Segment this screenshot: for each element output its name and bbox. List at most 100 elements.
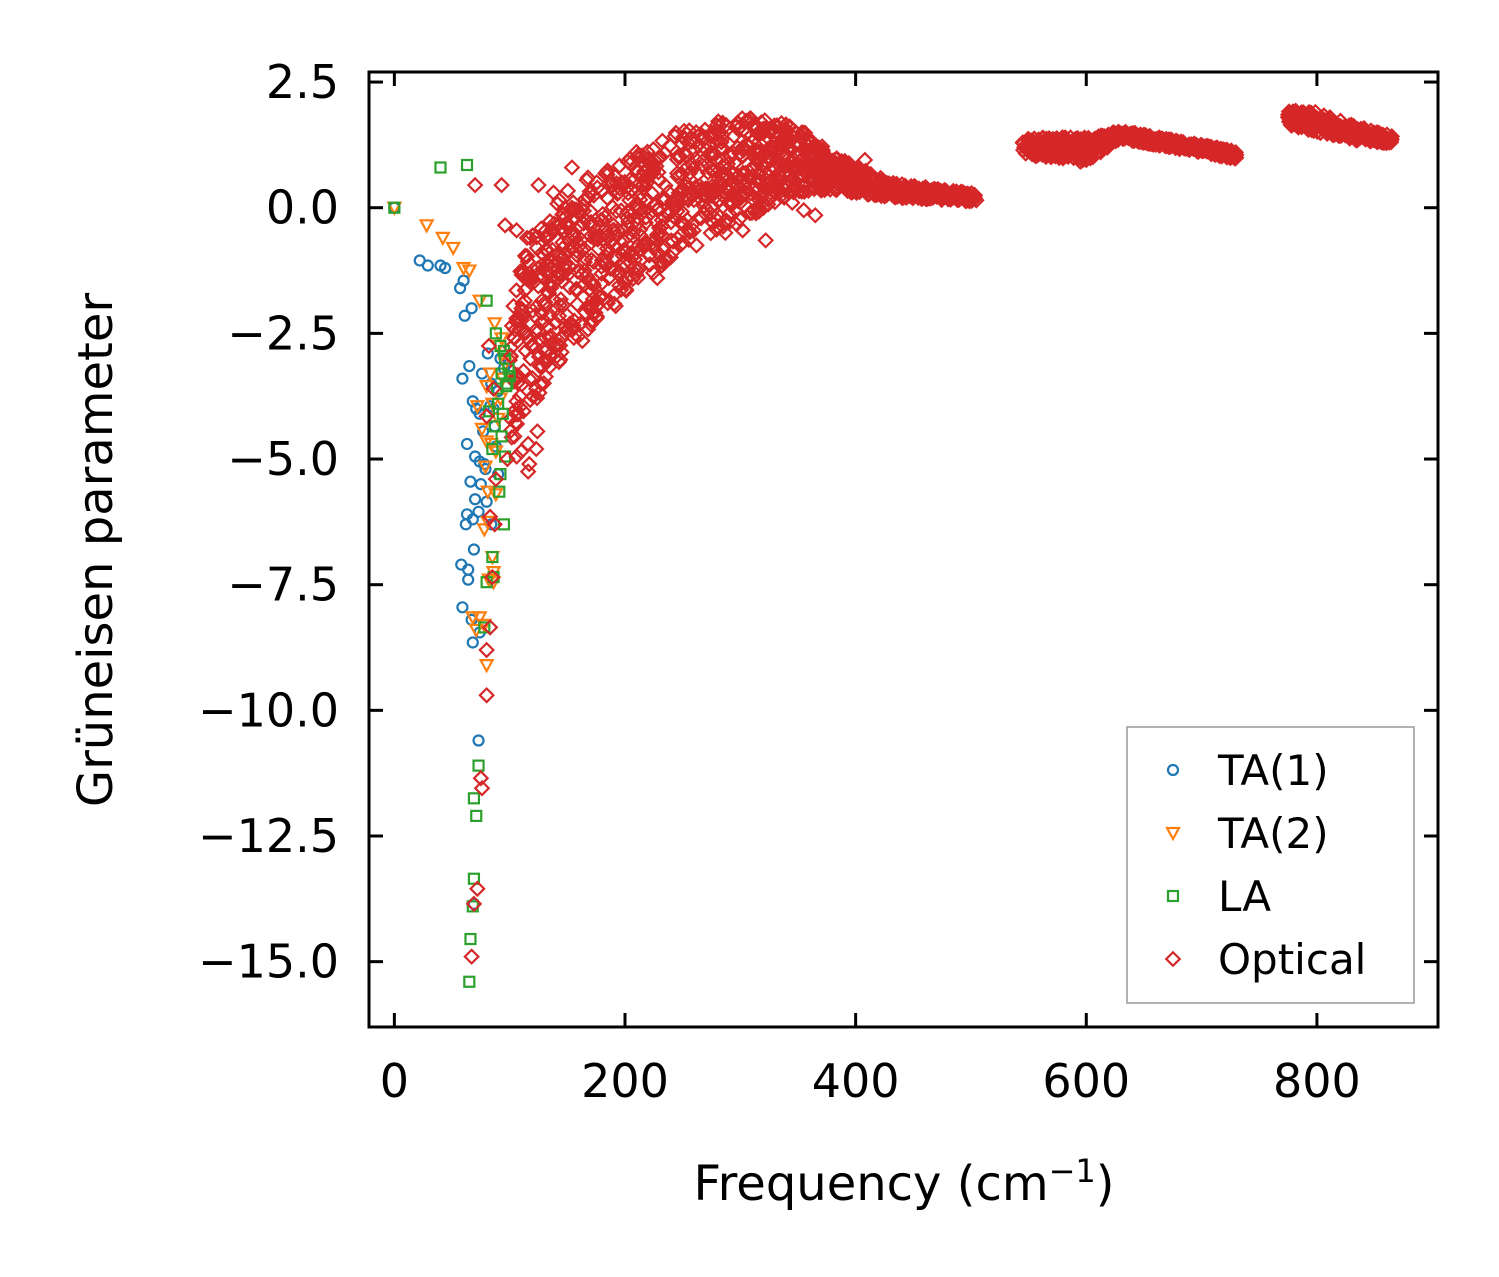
y-tick-label: 0.0 (266, 181, 339, 235)
optical-dense-point (626, 251, 644, 268)
optical-dense-point (780, 139, 798, 157)
optical-dense-point (733, 148, 751, 165)
optical-dense-point (582, 227, 599, 245)
optical-dense-point (725, 127, 743, 145)
data-point (472, 734, 485, 747)
series-la (388, 158, 516, 988)
optical-dense-point (651, 225, 668, 243)
optical-dense-point (534, 260, 551, 278)
optical-dense-point (548, 216, 566, 234)
data-point (816, 181, 833, 199)
optical-dense-point (1312, 124, 1330, 141)
data-point (538, 262, 555, 279)
y-tick-label: −12.5 (198, 809, 339, 863)
optical-dense-point (747, 144, 765, 161)
optical-dense-point (702, 128, 719, 146)
optical-dense-point (616, 173, 634, 191)
optical-dense-point (794, 178, 812, 195)
optical-dense-point (573, 266, 591, 283)
y-tick-label: −10.0 (198, 683, 339, 737)
optical-dense-point (558, 307, 576, 324)
data-point (599, 294, 617, 312)
optical-dense-point (1383, 131, 1400, 148)
data-point (535, 312, 553, 330)
optical-dense-point (515, 268, 533, 286)
legend-item: Optical (1164, 935, 1366, 984)
x-tick-label: 400 (812, 1054, 900, 1108)
optical-dense-point (536, 297, 554, 314)
data-point (484, 568, 501, 586)
data-point (962, 189, 980, 206)
optical-dense-point (676, 177, 694, 195)
optical-dense-point (593, 274, 611, 292)
data-point (1283, 106, 1300, 124)
data-point (473, 779, 491, 797)
optical-dense-point (598, 240, 616, 257)
optical-dense-point (695, 151, 713, 168)
optical-dense-point (772, 182, 790, 200)
optical-dense-point (778, 121, 795, 139)
optical-dense-point (918, 180, 936, 197)
data-point (708, 211, 726, 229)
optical-dense-point (602, 260, 619, 278)
optical-dense-point (749, 203, 766, 220)
data-point (486, 442, 499, 456)
data-point (717, 224, 734, 242)
data-point (589, 179, 606, 196)
x-tick-label: 800 (1273, 1054, 1361, 1108)
optical-dense-point (709, 206, 726, 223)
data-point (945, 186, 962, 204)
data-point (497, 518, 511, 531)
plot-frame (367, 70, 1440, 1029)
optical-dense-point (817, 149, 834, 167)
optical-dense-point (1059, 133, 1077, 150)
data-point (434, 231, 451, 247)
data-point (486, 550, 499, 564)
optical-dense-point (799, 129, 817, 147)
optical-dense-point (765, 148, 783, 166)
data-point (481, 347, 494, 360)
optical-dense-point (818, 157, 836, 175)
data-point (486, 317, 503, 332)
optical-dense-point (734, 187, 752, 204)
data-point (918, 186, 936, 204)
data-point (752, 186, 770, 204)
optical-dense-point (768, 117, 786, 134)
data-point (1077, 151, 1095, 169)
optical-dense-point (568, 295, 586, 313)
data-point (571, 237, 589, 254)
optical-dense-point (748, 125, 766, 142)
data-point (529, 423, 546, 440)
optical-dense-point (559, 182, 577, 200)
optical-dense-point (775, 157, 793, 175)
x-tick-label: 200 (581, 1054, 669, 1108)
optical-dense-point (611, 157, 628, 175)
optical-dense-point (737, 112, 755, 130)
data-point (478, 641, 495, 659)
data-point (625, 259, 643, 277)
data-point (439, 261, 452, 275)
data-point (456, 372, 469, 385)
data-point (680, 222, 697, 239)
optical-dense-point (621, 150, 639, 168)
y-axis-label: Grüneisen parameter (68, 293, 124, 808)
optical-dense-point (1093, 132, 1110, 150)
data-point (505, 330, 523, 347)
data-point (459, 518, 472, 531)
optical-dense-point (681, 164, 699, 182)
optical-dense-point (709, 181, 727, 199)
optical-dense-point (951, 187, 969, 205)
data-marks (386, 102, 1401, 988)
optical-dense-point (552, 330, 570, 347)
optical-dense-point (1144, 136, 1162, 153)
data-point (565, 312, 583, 330)
optical-dense-point (1030, 131, 1048, 149)
data-point (556, 209, 574, 227)
optical-dense-point (1057, 147, 1075, 165)
optical-dense-point (761, 121, 779, 139)
data-point (688, 237, 705, 254)
series-ta-2- (386, 201, 513, 674)
optical-dense-point (1014, 141, 1032, 159)
data-point (743, 161, 761, 179)
optical-dense-point (746, 130, 764, 147)
